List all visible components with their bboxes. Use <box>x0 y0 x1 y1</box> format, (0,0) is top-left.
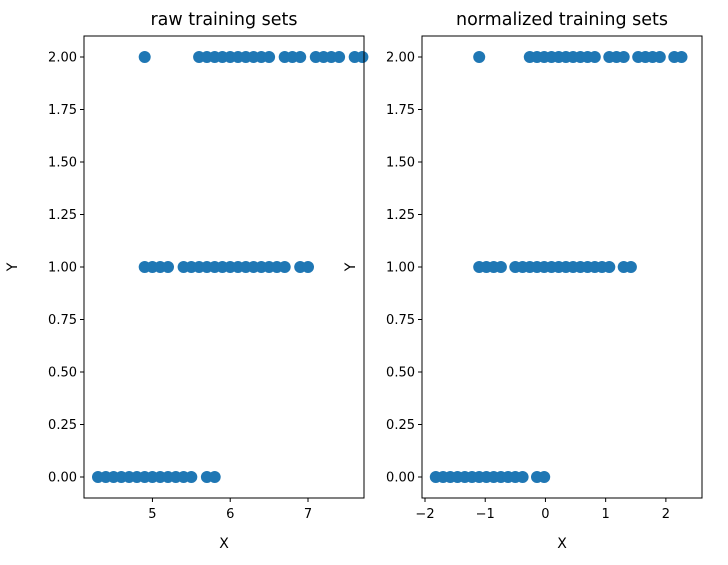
data-point <box>538 471 551 483</box>
y-tick-label: 1.75 <box>48 103 77 118</box>
data-point <box>278 261 291 273</box>
x-tick-label: 6 <box>226 507 234 522</box>
data-point <box>588 51 601 63</box>
data-point <box>294 51 307 63</box>
data-point <box>208 471 221 483</box>
x-tick-label: −2 <box>415 507 434 522</box>
x-tick-label: 1 <box>602 507 610 522</box>
data-point <box>356 51 369 63</box>
y-tick-label: 1.00 <box>386 261 415 276</box>
y-axis-ticks: 0.00 0.25 0.50 0.75 1.00 1.25 1.50 1.75 2.00 <box>48 51 84 486</box>
x-axis-label: X <box>557 536 567 552</box>
x-axis-label: X <box>219 536 229 552</box>
data-point <box>653 51 666 63</box>
y-tick-label: 0.75 <box>48 313 77 328</box>
y-tick-label: 0.50 <box>48 366 77 381</box>
chart-title: raw training sets <box>150 10 297 30</box>
y-tick-label: 1.25 <box>386 208 415 223</box>
x-tick-label: 0 <box>541 507 549 522</box>
y-tick-label: 1.50 <box>48 156 77 171</box>
y-tick-label: 1.75 <box>386 103 415 118</box>
data-point <box>603 261 616 273</box>
chart-title: normalized training sets <box>456 10 668 30</box>
x-axis-ticks: 5 6 7 <box>148 498 312 522</box>
y-axis-label: Y <box>5 262 21 272</box>
x-tick-label: 2 <box>662 507 670 522</box>
y-tick-label: 0.00 <box>386 471 415 486</box>
y-axis-label: Y <box>343 262 359 272</box>
data-point <box>675 51 688 63</box>
data-points <box>92 51 369 483</box>
raw-training-sets-plot: raw training sets 0.00 0.25 0.50 0.75 1.00 1.… <box>5 10 369 552</box>
data-point <box>185 471 198 483</box>
x-axis-ticks: −2 −1 0 1 2 <box>415 498 670 522</box>
data-point <box>138 51 151 63</box>
y-tick-label: 0.25 <box>48 418 77 433</box>
data-point <box>263 51 276 63</box>
data-point <box>617 51 630 63</box>
data-point <box>473 51 486 63</box>
y-tick-label: 0.75 <box>386 313 415 328</box>
x-tick-label: −1 <box>476 507 495 522</box>
y-tick-label: 0.00 <box>48 471 77 486</box>
y-tick-label: 1.50 <box>386 156 415 171</box>
data-point <box>624 261 637 273</box>
data-point <box>494 261 507 273</box>
data-point <box>333 51 346 63</box>
y-tick-label: 1.00 <box>48 261 77 276</box>
data-point <box>516 471 529 483</box>
y-tick-label: 0.25 <box>386 418 415 433</box>
x-tick-label: 5 <box>148 507 156 522</box>
y-tick-label: 2.00 <box>48 51 77 66</box>
y-tick-label: 0.50 <box>386 366 415 381</box>
x-tick-label: 7 <box>304 507 312 522</box>
data-point <box>302 261 314 273</box>
data-point <box>162 261 174 273</box>
y-tick-label: 2.00 <box>386 51 415 66</box>
y-axis-ticks: 0.00 0.25 0.50 0.75 1.00 1.25 1.50 1.75 2.00 <box>386 51 422 486</box>
data-points <box>429 51 688 483</box>
normalized-training-sets-plot: normalized training sets 0.00 0.25 0.50 0.7… <box>343 10 703 552</box>
y-tick-label: 1.25 <box>48 208 77 223</box>
